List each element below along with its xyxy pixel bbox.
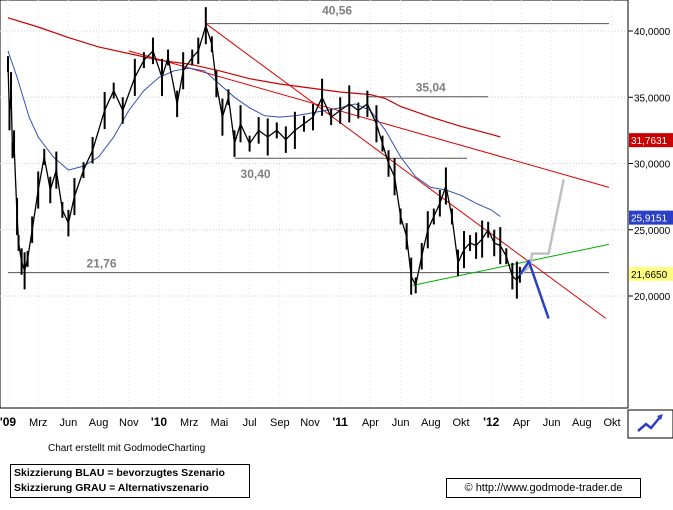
chart-caption: Chart erstellt mit GodmodeCharting [48,443,206,454]
x-tick-label-3: Aug [89,417,109,429]
stock-chart: 40,56 35,04 30,40 21,76 40,0000 35,0000 30,00… [0,0,673,439]
x-tick-label-1: Mrz [29,417,47,429]
scenario-grey [519,179,565,276]
trendline-1 [128,50,610,188]
x-tick-label-11: '11 [332,415,348,429]
trendlines [128,23,610,319]
scenario-legend: Skizzierung BLAU = bevorzugtes Szenario … [10,464,250,498]
last-value-price: 21,6650 [631,270,668,281]
x-tick-label-7: Mai [211,417,229,429]
legend-blue-scenario: Skizzierung BLAU = bevorzugtes Szenario [14,467,225,479]
x-tick-label-8: Jul [243,417,257,429]
x-tick-label-0: '09 [0,415,16,429]
last-value-price-box [629,266,673,281]
x-tick-label-10: Nov [300,417,320,429]
y-tick-label-3: 25,0000 [634,226,671,237]
y-axis: 40,0000 35,0000 30,0000 25,0000 20,0000 [628,27,671,303]
chart-logo-icon [627,409,673,439]
annotation-label-1: 35,04 [416,81,446,95]
annotation-label-2: 30,40 [241,167,271,181]
series [7,7,521,299]
last-value-blue-box [629,210,673,225]
last-values: 31,7631 25,9151 21,6650 [629,133,673,281]
x-tick-label-19: Aug [572,417,592,429]
x-tick-label-13: Jun [392,417,410,429]
x-tick-label-15: Okt [452,417,469,429]
scenario-blue [518,258,550,319]
x-tick-label-9: Sep [270,417,290,429]
x-tick-label-4: Nov [119,417,139,429]
trendline-0 [205,23,607,319]
x-tick-label-2: Jun [60,417,78,429]
source-url[interactable]: © http://www.godmode-trader.de [446,478,641,498]
x-axis: '09 Mrz Jun Aug Nov '10 Mrz Mai Jul Sep Nov '11 Apr J… [0,415,621,429]
y-tick-label-0: 40,0000 [634,27,671,38]
annotation-label-0: 40,56 [322,4,352,18]
x-tick-label-17: Apr [513,417,530,429]
last-value-red-box [629,133,673,148]
x-tick-label-20: Okt [603,417,620,429]
moving-average-red [7,17,501,138]
y-tick-label-2: 30,0000 [634,160,671,171]
last-value-blue: 25,9151 [631,214,668,225]
last-value-red: 31,7631 [631,136,668,147]
scenarios [518,179,565,319]
moving-average-blue [7,50,501,217]
plot-area [0,0,629,409]
annotations: 40,56 35,04 30,40 21,76 [87,4,447,271]
x-tick-label-18: Jun [543,417,561,429]
annotation-label-3: 21,76 [87,257,117,271]
y-tick-label-1: 35,0000 [634,93,671,104]
legend-grey-scenario: Skizzierung GRAU = Alternativszenario [14,482,209,494]
x-tick-label-14: Aug [421,417,441,429]
x-tick-label-16: '12 [483,415,500,429]
horizontal-levels [8,23,609,274]
x-tick-label-5: '10 [151,415,168,429]
trendline-2 [412,243,610,286]
y-tick-label-4: 20,0000 [634,292,671,303]
x-tick-label-6: Mrz [180,417,198,429]
x-tick-label-12: Apr [362,417,379,429]
